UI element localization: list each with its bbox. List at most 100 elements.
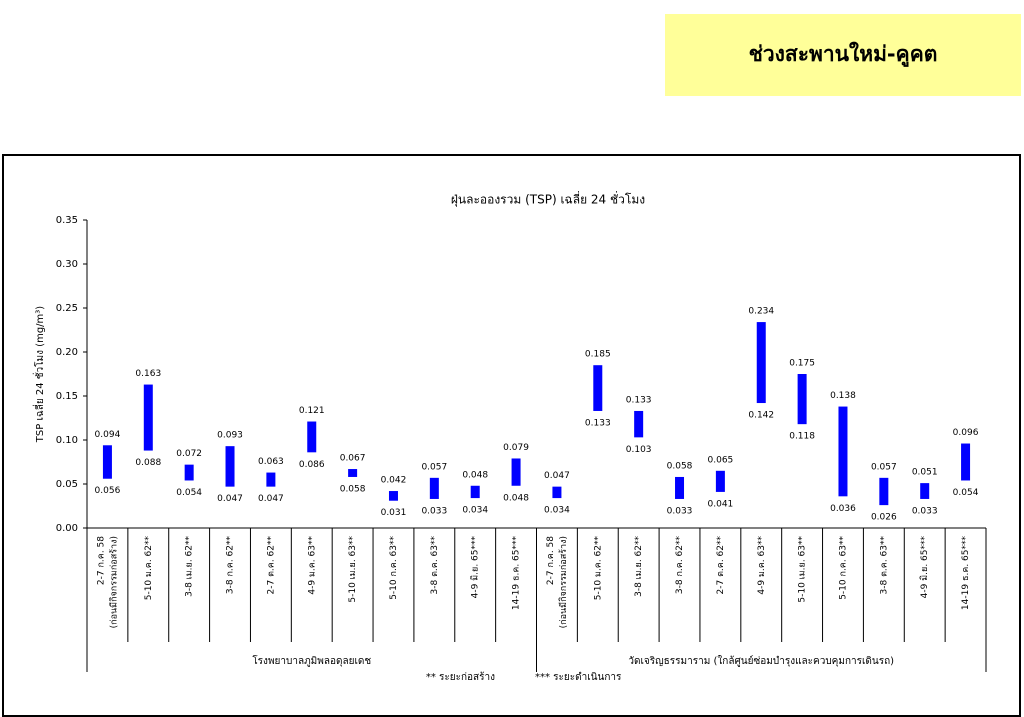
value-label: 0.048 [503,493,529,503]
value-label: 0.051 [912,468,938,478]
x-tick-label: 5-10 ก.ค. 63** [838,536,848,600]
x-tick-label: 14-19 ธ.ค. 65*** [961,536,971,611]
range-bar [429,477,439,499]
x-tick-label: 3-8 ก.ค. 62** [226,536,236,595]
value-label: 0.088 [135,458,161,468]
value-label: 0.234 [748,307,774,317]
x-tick-label: 3-8 ต.ค. 63** [430,536,440,595]
x-tick-label: (ก่อนมีกิจกรรมก่อสร้าง) [558,536,569,628]
value-label: 0.057 [871,462,897,472]
range-bar [756,322,766,404]
value-label: 0.118 [789,432,815,442]
value-label: 0.057 [421,462,447,472]
value-label: 0.072 [176,449,202,459]
range-bar [634,410,644,438]
range-bar [920,483,930,499]
range-bar [715,470,725,492]
value-label: 0.094 [95,430,121,440]
y-tick-label: 0.00 [56,523,78,534]
chart-frame [2,154,1021,717]
x-tick-label: 3-8 เม.ย. 62** [185,536,195,597]
x-tick-label: 5-10 ม.ค. 62** [144,536,154,601]
x-tick-label: 2-7 ต.ค. 62** [716,536,726,595]
footnote: *** ระยะดำเนินการ [535,672,622,683]
range-bar [797,374,807,425]
y-tick-label: 0.25 [56,303,78,314]
value-label: 0.042 [381,476,407,486]
y-tick-label: 0.10 [56,435,78,446]
value-label: 0.079 [503,443,529,453]
x-tick-label: 4-9 ม.ค. 63** [307,536,317,595]
header-box [665,14,1021,96]
x-tick-label: 4-9 มิ.ย. 65*** [919,536,930,599]
value-label: 0.175 [789,359,815,369]
x-tick-label: 3-8 เม.ย. 62** [634,536,644,597]
range-bar [961,443,971,481]
value-label: 0.067 [340,454,366,464]
range-bar [143,384,153,451]
y-axis-label: TSP เฉลี่ย 24 ชั่วโมง (mg/m³) [32,306,46,444]
range-bar [184,464,194,481]
value-label: 0.103 [626,445,652,455]
value-label: 0.041 [708,499,734,509]
value-label: 0.163 [135,369,161,379]
value-label: 0.058 [667,461,693,471]
value-label: 0.034 [544,506,570,516]
range-bar [225,446,235,487]
chart-title: ฝุ่นละอองรวม (TSP) เฉลี่ย 24 ชั่วโมง [451,191,645,208]
x-tick-label: 5-10 ก.ค. 63** [389,536,399,600]
value-label: 0.063 [258,457,284,467]
range-bar [470,485,480,499]
range-bar [388,491,398,501]
value-label: 0.054 [176,488,202,498]
value-label: 0.047 [217,494,243,504]
value-label: 0.047 [258,494,284,504]
value-label: 0.054 [953,488,979,498]
value-label: 0.036 [830,504,856,514]
value-label: 0.086 [299,460,325,470]
x-tick-label: 2-7 ก.ค. 58 [546,536,556,585]
range-bar [675,476,685,499]
value-label: 0.034 [462,506,488,516]
value-label: 0.185 [585,350,611,360]
value-label: 0.142 [748,411,774,421]
range-bar [266,472,276,487]
y-tick-label: 0.05 [56,479,78,490]
range-bar [307,421,317,453]
value-label: 0.133 [585,418,611,428]
value-label: 0.048 [462,470,488,480]
value-label: 0.121 [299,406,325,416]
x-tick-label: 5-10 เม.ย. 63** [798,536,808,603]
value-label: 0.033 [667,506,693,516]
y-tick-label: 0.20 [56,347,78,358]
x-tick-label: 2-7 ต.ค. 62** [266,536,276,595]
value-label: 0.033 [421,506,447,516]
x-tick-label: 5-10 เม.ย. 63** [348,536,358,603]
value-label: 0.065 [708,455,734,465]
group-label: โรงพยาบาลภูมิพลอดุลยเดช [252,654,371,667]
x-tick-label: 3-8 ต.ค. 63** [879,536,889,595]
x-tick-label: 2-7 ก.ค. 58 [96,536,106,585]
range-bar [102,445,112,479]
x-tick-label: 5-10 ม.ค. 62** [593,536,603,601]
y-tick-label: 0.15 [56,391,78,402]
value-label: 0.133 [626,395,652,405]
value-label: 0.056 [95,486,121,496]
x-tick-label: 14-19 ธ.ค. 65*** [512,536,522,611]
range-bar [552,486,562,499]
value-label: 0.096 [953,428,979,438]
value-label: 0.047 [544,471,570,481]
footnote: ** ระยะก่อสร้าง [426,671,495,683]
header-title: ช่วงสะพานใหม่-คูคต [749,41,938,68]
value-label: 0.026 [871,513,897,523]
y-tick-label: 0.30 [56,259,78,270]
range-bar [593,365,603,411]
range-bar [838,406,848,497]
value-label: 0.138 [830,391,856,401]
value-label: 0.058 [340,484,366,494]
x-tick-label: 4-9 มิ.ย. 65*** [470,536,481,599]
y-tick-label: 0.35 [56,215,78,226]
range-bar [879,477,889,506]
range-bar [511,458,521,486]
